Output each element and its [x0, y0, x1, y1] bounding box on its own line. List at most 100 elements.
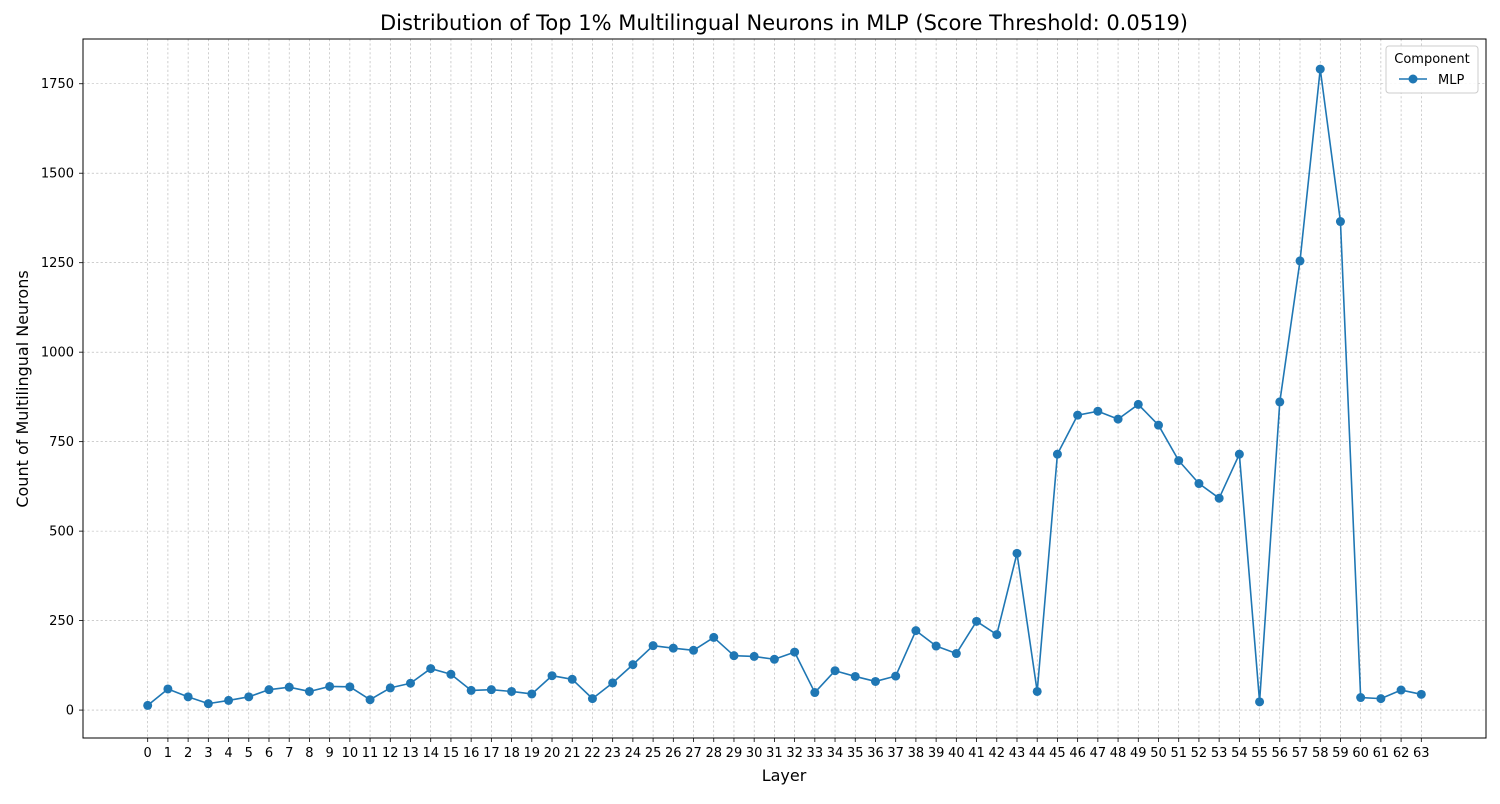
plot-area-frame: [82, 38, 1487, 739]
data-point: [608, 678, 618, 688]
series-line-mlp: [147, 68, 1422, 707]
x-tick-label: 29: [726, 746, 743, 761]
data-point: [729, 651, 739, 661]
data-point: [850, 671, 860, 681]
data-point: [1153, 420, 1163, 430]
x-tick-label: 61: [1373, 746, 1390, 761]
x-tick-label: 52: [1191, 746, 1208, 761]
x-tick-label: 59: [1332, 746, 1349, 761]
data-point: [385, 683, 395, 693]
x-axis-label: Layer: [762, 766, 807, 785]
x-tick-label: 13: [402, 746, 419, 761]
x-tick-label: 60: [1352, 746, 1369, 761]
x-tick-label: 33: [807, 746, 824, 761]
x-tick-label: 48: [1110, 746, 1127, 761]
data-point: [1174, 456, 1184, 466]
data-point: [163, 684, 173, 694]
x-tick-label: 8: [305, 746, 313, 761]
data-point: [1295, 256, 1305, 266]
data-point: [1012, 548, 1022, 558]
x-tick-label: 32: [786, 746, 803, 761]
data-point: [547, 671, 557, 681]
x-tick-label: 41: [968, 746, 985, 761]
data-point: [790, 647, 800, 657]
data-point: [365, 695, 375, 705]
y-tick-label: 0: [66, 704, 74, 719]
y-tick-label: 750: [49, 435, 74, 450]
y-axis-label: Count of Multilingual Neurons: [13, 270, 32, 507]
data-point: [507, 686, 517, 696]
x-tick-label: 21: [564, 746, 581, 761]
x-tick-label: 55: [1251, 746, 1268, 761]
data-point: [1052, 449, 1062, 459]
series-layer: [143, 64, 1426, 710]
data-point: [870, 676, 880, 686]
data-point: [244, 692, 254, 702]
data-point: [810, 688, 820, 698]
data-point: [1113, 414, 1123, 424]
x-tick-label: 42: [988, 746, 1005, 761]
data-point: [1214, 493, 1224, 503]
data-point: [628, 660, 638, 670]
data-point: [224, 695, 234, 705]
data-point: [749, 651, 759, 661]
x-tick-label: 15: [443, 746, 460, 761]
data-point: [1376, 694, 1386, 704]
data-point: [1133, 399, 1143, 409]
data-point: [527, 689, 537, 699]
legend: Component MLP: [1385, 45, 1479, 94]
x-tick-label: 14: [422, 746, 439, 761]
data-point: [1234, 449, 1244, 459]
x-tick-label: 3: [204, 746, 212, 761]
x-tick-label: 2: [184, 746, 192, 761]
legend-marker-mlp: [1408, 74, 1418, 84]
data-point: [304, 686, 314, 696]
x-tick-label: 19: [524, 746, 541, 761]
x-tick-label: 12: [382, 746, 399, 761]
x-tick-label: 31: [766, 746, 783, 761]
data-point: [446, 669, 456, 679]
y-tick-label: 1250: [41, 256, 74, 271]
data-point: [325, 681, 335, 691]
data-point: [1356, 693, 1366, 703]
data-point: [1073, 410, 1083, 420]
x-tick-label: 11: [362, 746, 379, 761]
y-tick-label: 250: [49, 614, 74, 629]
x-tick-label: 57: [1292, 746, 1309, 761]
grid-lines: [83, 39, 1486, 738]
data-point: [143, 700, 153, 710]
data-point: [1093, 406, 1103, 416]
x-tick-label: 50: [1150, 746, 1167, 761]
x-tick-label: 45: [1049, 746, 1066, 761]
x-tick-label: 9: [325, 746, 333, 761]
x-tick-label: 44: [1029, 746, 1046, 761]
x-tick-label: 17: [483, 746, 500, 761]
legend-box: [1385, 45, 1479, 94]
x-tick-label: 53: [1211, 746, 1228, 761]
y-tick-label: 1500: [41, 167, 74, 182]
x-tick-label: 39: [928, 746, 945, 761]
x-tick-label: 24: [625, 746, 642, 761]
x-tick-label: 51: [1170, 746, 1187, 761]
data-point: [264, 685, 274, 695]
x-tick-label: 56: [1272, 746, 1289, 761]
data-point: [689, 645, 699, 655]
x-tick-label: 49: [1130, 746, 1147, 761]
x-tick-label: 30: [746, 746, 763, 761]
x-tick-label: 43: [1009, 746, 1026, 761]
data-point: [406, 678, 416, 688]
x-tick-label: 28: [705, 746, 722, 761]
x-tick-label: 63: [1413, 746, 1430, 761]
x-tick-label: 62: [1393, 746, 1410, 761]
y-tick-label: 1000: [41, 346, 74, 361]
data-point: [1194, 479, 1204, 489]
x-tick-label: 46: [1069, 746, 1086, 761]
x-tick-label: 47: [1090, 746, 1107, 761]
x-tick-label: 25: [645, 746, 662, 761]
data-point: [203, 699, 213, 709]
data-point: [972, 616, 982, 626]
data-point: [284, 682, 294, 692]
data-point: [1335, 217, 1345, 227]
